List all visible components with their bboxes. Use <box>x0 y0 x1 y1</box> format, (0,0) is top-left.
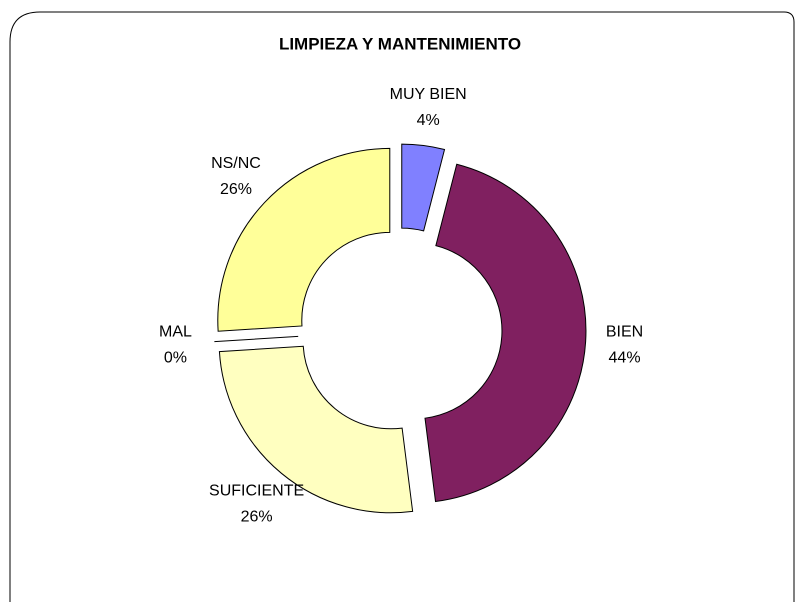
slice-value-label: 0% <box>164 349 187 366</box>
slice-value-label: 26% <box>241 509 273 526</box>
slice-value-label: 26% <box>220 181 252 198</box>
slice-category-label: MUY BIEN <box>390 86 467 103</box>
chart-title: LIMPIEZA Y MANTENIMIENTO <box>279 34 521 53</box>
donut-slice <box>401 143 446 232</box>
slice-category-label: BIEN <box>606 323 643 340</box>
donut-slice <box>218 345 414 514</box>
slice-value-label: 4% <box>417 112 440 129</box>
slice-category-label: MAL <box>159 323 192 340</box>
slice-category-label: NS/NC <box>211 155 261 172</box>
slice-value-label: 44% <box>609 349 641 366</box>
donut-slice <box>424 163 587 503</box>
donut-slice <box>217 147 391 332</box>
slice-category-label: SUFICIENTE <box>209 483 304 500</box>
donut-slice <box>214 335 299 343</box>
chart-border <box>9 11 795 602</box>
